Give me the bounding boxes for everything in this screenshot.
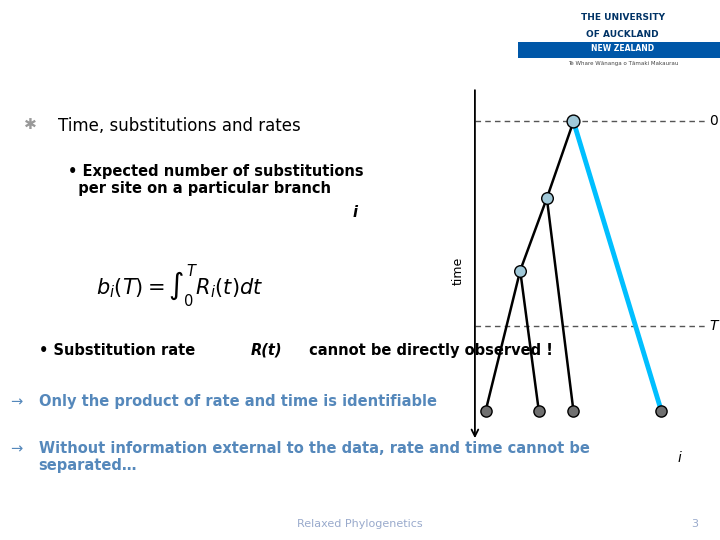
Text: 3: 3 [691, 519, 698, 529]
Text: NEW ZEALAND: NEW ZEALAND [591, 44, 654, 52]
Text: 0: 0 [709, 114, 718, 129]
Text: time: time [452, 256, 465, 285]
Text: →: → [9, 441, 22, 456]
Bar [518, 0, 720, 75]
Text: THE UNIVERSITY: THE UNIVERSITY [581, 14, 665, 23]
Point [515, 266, 526, 275]
Text: Relaxed Phylogenetics: Relaxed Phylogenetics [297, 519, 423, 529]
Text: Te Whare Wānanga o Tāmaki Makaurau: Te Whare Wānanga o Tāmaki Makaurau [567, 60, 678, 65]
Point [533, 407, 544, 415]
Text: cannot be directly observed !: cannot be directly observed ! [304, 343, 553, 358]
Text: $T$: $T$ [709, 319, 720, 333]
Text: Without information external to the data, rate and time cannot be
separated…: Without information external to the data… [39, 441, 590, 474]
Text: • Substitution rate: • Substitution rate [39, 343, 200, 358]
Text: →: → [9, 394, 22, 409]
Text: ✱: ✱ [24, 117, 37, 132]
Text: OF AUCKLAND: OF AUCKLAND [587, 30, 659, 39]
Text: R(t): R(t) [251, 343, 282, 358]
Point [568, 407, 580, 415]
Text: TIME, SUBSTITUTIONS, and RATES: TIME, SUBSTITUTIONS, and RATES [133, 26, 534, 46]
Text: Time, substitutions and rates: Time, substitutions and rates [58, 117, 301, 135]
Point [568, 117, 580, 126]
Text: $b_i(T) = \int_0^T R_i(t)dt$: $b_i(T) = \int_0^T R_i(t)dt$ [96, 262, 264, 309]
Point [480, 407, 491, 415]
Point [541, 194, 553, 202]
Text: Only the product of rate and time is identifiable: Only the product of rate and time is ide… [39, 394, 436, 409]
Text: $i$: $i$ [677, 449, 683, 464]
Bar [518, 42, 720, 58]
Text: i: i [352, 205, 357, 220]
Text: • Expected number of substitutions
  per site on a particular branch: • Expected number of substitutions per s… [68, 164, 363, 197]
Point [656, 407, 667, 415]
